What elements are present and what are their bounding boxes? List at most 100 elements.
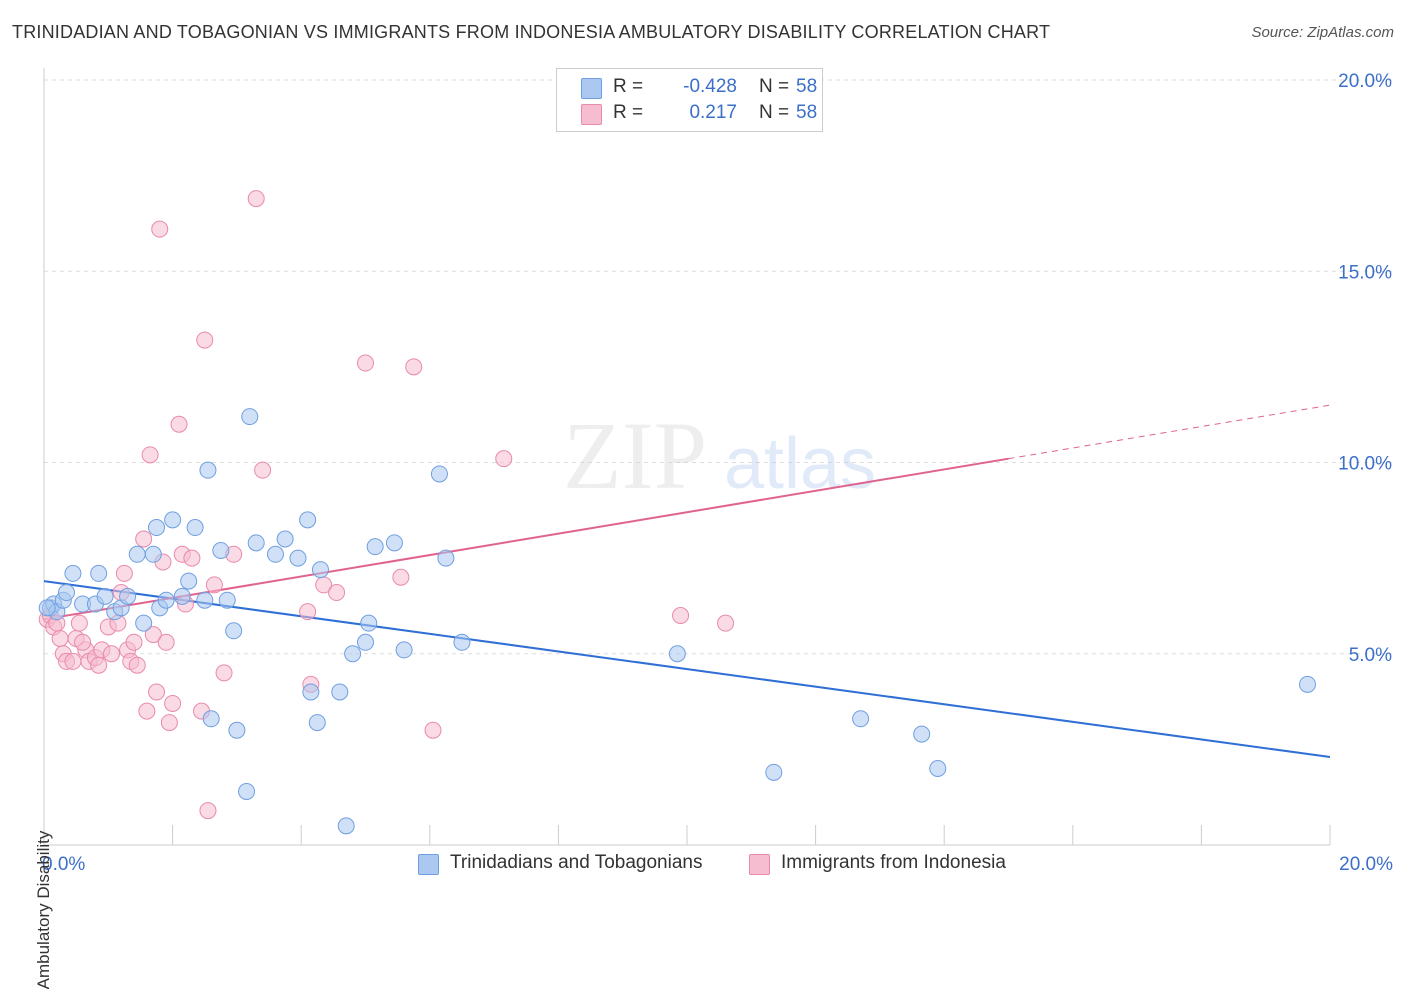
data-point-trinidadians xyxy=(90,564,108,582)
data-point-trinidadians xyxy=(437,549,455,567)
data-point-trinidadians xyxy=(1298,675,1316,693)
data-point-trinidadians xyxy=(344,645,362,663)
data-point-indonesia xyxy=(170,415,188,433)
data-point-trinidadians xyxy=(199,461,217,479)
data-point-indonesia xyxy=(138,702,156,720)
series-legend: Trinidadians and Tobagonians Immigrants … xyxy=(0,852,1406,878)
data-point-indonesia xyxy=(103,645,121,663)
data-point-trinidadians xyxy=(64,564,82,582)
scatter-chart: ZIP atlas 5.0% 10.0% 15.0% 20.0% 0.0% 20.0% xyxy=(38,68,1394,875)
legend-label-trinidadians: Trinidadians and Tobagonians xyxy=(450,852,703,873)
data-point-trinidadians xyxy=(668,645,686,663)
data-point-trinidadians xyxy=(299,511,317,529)
data-point-indonesia xyxy=(205,576,223,594)
legend-n-value: 58 xyxy=(796,76,818,97)
legend-swatch-blue xyxy=(418,854,439,875)
data-point-trinidadians xyxy=(228,721,246,739)
data-point-trinidadians xyxy=(38,599,56,617)
source-credit: Source: ZipAtlas.com xyxy=(1251,24,1394,41)
data-point-indonesia xyxy=(51,629,69,647)
data-point-trinidadians xyxy=(144,545,162,563)
legend-label-indonesia: Immigrants from Indonesia xyxy=(781,852,1006,873)
data-point-indonesia xyxy=(148,683,166,701)
data-point-indonesia xyxy=(495,450,513,468)
data-point-trinidadians xyxy=(302,683,320,701)
data-point-trinidadians xyxy=(186,519,204,537)
data-point-indonesia xyxy=(405,358,423,376)
data-point-indonesia xyxy=(128,656,146,674)
chart-title: TRINIDADIAN AND TOBAGONIAN VS IMMIGRANTS… xyxy=(12,22,1051,42)
data-point-trinidadians xyxy=(157,591,175,609)
data-point-indonesia xyxy=(70,614,88,632)
data-point-trinidadians xyxy=(453,633,471,651)
watermark-zip: ZIP xyxy=(563,402,707,509)
data-point-trinidadians xyxy=(266,545,284,563)
data-point-indonesia xyxy=(328,584,346,602)
data-point-indonesia xyxy=(144,626,162,644)
data-point-trinidadians xyxy=(430,465,448,483)
data-point-trinidadians xyxy=(225,622,243,640)
data-point-trinidadians xyxy=(913,725,931,743)
data-point-indonesia xyxy=(125,633,143,651)
data-point-trinidadians xyxy=(366,538,384,556)
data-point-trinidadians xyxy=(135,614,153,632)
data-point-trinidadians xyxy=(173,587,191,605)
data-point-indonesia xyxy=(196,331,214,349)
data-point-trinidadians xyxy=(929,760,947,777)
data-point-trinidadians xyxy=(202,710,220,728)
series-trinidadians-and-tobagonians xyxy=(38,408,1316,835)
data-point-indonesia xyxy=(392,568,410,586)
data-point-trinidadians xyxy=(212,541,230,559)
data-point-trinidadians xyxy=(357,633,374,651)
watermark: ZIP atlas xyxy=(563,402,876,509)
data-point-indonesia xyxy=(115,564,133,582)
data-point-indonesia xyxy=(151,220,169,238)
data-point-indonesia xyxy=(157,633,175,651)
data-point-trinidadians xyxy=(58,584,76,602)
data-point-trinidadians xyxy=(241,408,259,426)
data-point-indonesia xyxy=(183,549,201,567)
data-point-trinidadians xyxy=(337,817,355,835)
data-point-indonesia xyxy=(299,603,317,621)
data-point-trinidadians xyxy=(852,710,870,728)
x-tick-label: 0.0% xyxy=(42,854,85,875)
trend-line-trinidadians xyxy=(43,580,1331,759)
data-point-indonesia xyxy=(424,721,442,739)
trend-line-indonesia-projection xyxy=(1008,404,1331,460)
data-point-trinidadians xyxy=(276,530,294,548)
data-point-trinidadians xyxy=(119,587,137,605)
axes xyxy=(43,68,1331,846)
watermark-atlas: atlas xyxy=(724,424,876,504)
data-point-indonesia xyxy=(160,714,178,732)
legend-n-value: 58 xyxy=(796,102,818,123)
data-point-indonesia xyxy=(357,354,374,372)
data-point-trinidadians xyxy=(180,572,198,590)
data-point-trinidadians xyxy=(196,591,214,609)
data-point-indonesia xyxy=(135,530,153,548)
data-point-trinidadians xyxy=(331,683,349,701)
data-point-indonesia xyxy=(254,461,272,479)
data-point-indonesia xyxy=(164,694,182,712)
legend-swatch-pink xyxy=(581,104,602,125)
tick-labels: 5.0% 10.0% 15.0% 20.0% 0.0% 20.0% xyxy=(42,71,1393,875)
data-point-indonesia xyxy=(247,190,265,208)
data-point-trinidadians xyxy=(96,587,114,605)
correlation-legend: R = -0.428 N = 58 R = 0.217 N = 58 xyxy=(556,68,823,132)
data-point-indonesia xyxy=(199,802,217,820)
y-tick-label: 20.0% xyxy=(1338,71,1392,92)
y-tick-label: 10.0% xyxy=(1338,454,1392,475)
legend-r-value: -0.428 xyxy=(683,76,737,97)
legend-n-label: N = xyxy=(759,76,790,97)
data-point-trinidadians xyxy=(164,511,182,529)
data-point-indonesia xyxy=(672,607,690,624)
legend-r-value: 0.217 xyxy=(689,102,737,123)
y-tick-label: 15.0% xyxy=(1338,262,1392,283)
data-point-trinidadians xyxy=(311,561,329,579)
data-point-trinidadians xyxy=(308,714,326,732)
data-point-trinidadians xyxy=(128,545,146,563)
legend-swatch-blue xyxy=(581,78,602,99)
data-point-trinidadians xyxy=(238,782,256,800)
data-point-indonesia xyxy=(215,664,233,682)
legend-r-label: R = xyxy=(613,76,644,97)
data-point-indonesia xyxy=(90,656,108,674)
